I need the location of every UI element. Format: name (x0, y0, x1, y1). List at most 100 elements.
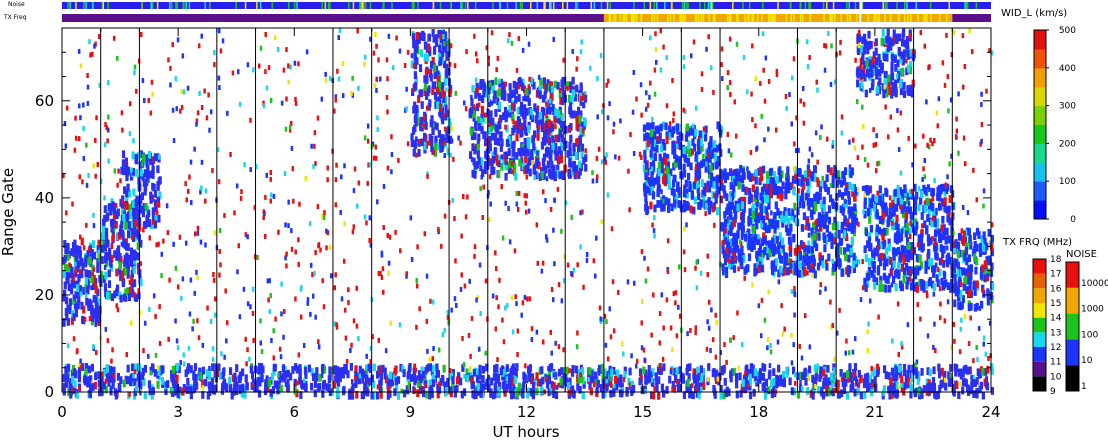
echo-point (663, 152, 667, 161)
echo-point (652, 190, 655, 196)
echo-point (236, 269, 239, 275)
echo-point (800, 178, 804, 187)
noise-fleck (391, 2, 393, 9)
echo-point (546, 106, 551, 115)
echo-point (830, 381, 834, 390)
echo-point (483, 166, 487, 175)
echo-point (75, 284, 80, 292)
echo-point (839, 237, 844, 246)
echo-point (443, 77, 447, 86)
echo-point (847, 190, 851, 199)
echo-point (498, 101, 502, 110)
echo-point (528, 374, 532, 382)
echo-point (691, 138, 695, 147)
echo-point (828, 194, 833, 203)
echo-point (866, 187, 870, 196)
echo-point (550, 386, 555, 395)
noise-fleck (600, 2, 603, 9)
echo-point (750, 364, 755, 373)
echo-point (645, 90, 648, 96)
echo-point (725, 232, 729, 241)
echo-point (707, 197, 711, 205)
echo-point (578, 115, 582, 123)
echo-point (533, 103, 537, 112)
echo-point (971, 374, 975, 383)
echo-point (690, 190, 694, 199)
echo-point (861, 104, 864, 110)
echo-point (963, 161, 967, 167)
echo-point (121, 150, 126, 159)
echo-point (771, 248, 776, 257)
noise-fleck (846, 2, 848, 9)
echo-point (422, 389, 426, 398)
echo-point (701, 367, 705, 376)
echo-point (748, 391, 753, 400)
echo-point (74, 263, 78, 271)
echo-point (410, 139, 414, 148)
echo-point (885, 189, 889, 197)
echo-point (703, 133, 708, 142)
echo-point (684, 109, 687, 115)
echo-point (946, 214, 950, 223)
echo-point (737, 181, 741, 190)
echo-point (538, 173, 542, 181)
echo-point (82, 375, 87, 384)
echo-point (478, 371, 482, 380)
echo-point (981, 244, 986, 252)
echo-point (833, 356, 836, 362)
echo-point (963, 63, 967, 69)
echo-point (213, 296, 217, 302)
echo-point (686, 379, 690, 387)
echo-point (845, 266, 849, 275)
echo-point (985, 256, 989, 264)
echo-point (505, 139, 510, 147)
echo-point (894, 222, 898, 230)
echo-point (706, 376, 710, 382)
echo-point (70, 369, 75, 378)
echo-point (497, 381, 502, 390)
echo-point (112, 373, 116, 379)
echo-point (663, 172, 667, 181)
echo-point (779, 186, 783, 195)
echo-point (884, 71, 888, 79)
echo-point (821, 208, 825, 217)
echo-point (564, 125, 568, 134)
noise-fleck (886, 2, 888, 9)
echo-point (817, 233, 821, 241)
echo-point (143, 187, 147, 196)
echo-point (895, 36, 899, 44)
echo-point (131, 228, 135, 237)
echo-point (965, 227, 970, 236)
echo-point (886, 276, 890, 284)
noise-fleck (271, 2, 273, 9)
echo-point (134, 385, 139, 393)
echo-point (194, 380, 198, 388)
echo-point (429, 119, 433, 128)
echo-point (779, 255, 784, 264)
echo-point (788, 377, 792, 386)
echo-point (894, 283, 898, 292)
echo-point (922, 284, 926, 293)
echo-point (691, 391, 695, 400)
echo-point (571, 365, 575, 373)
echo-point (820, 388, 824, 397)
echo-point (529, 108, 533, 117)
noise-fleck (707, 2, 710, 9)
echo-point (523, 166, 527, 175)
echo-point (82, 245, 86, 251)
echo-point (918, 254, 922, 263)
echo-point (909, 282, 914, 291)
echo-point (125, 189, 129, 198)
echo-point (379, 390, 383, 399)
noise-fleck (156, 2, 159, 9)
echo-point (936, 218, 940, 227)
echo-point (816, 218, 820, 227)
echo-point (814, 377, 818, 386)
echo-point (496, 97, 500, 106)
echo-point (931, 215, 935, 221)
echo-point (471, 390, 475, 399)
echo-point (953, 299, 957, 308)
echo-point (849, 247, 853, 256)
txfreq-fleck (748, 14, 750, 22)
echo-point (559, 142, 564, 151)
